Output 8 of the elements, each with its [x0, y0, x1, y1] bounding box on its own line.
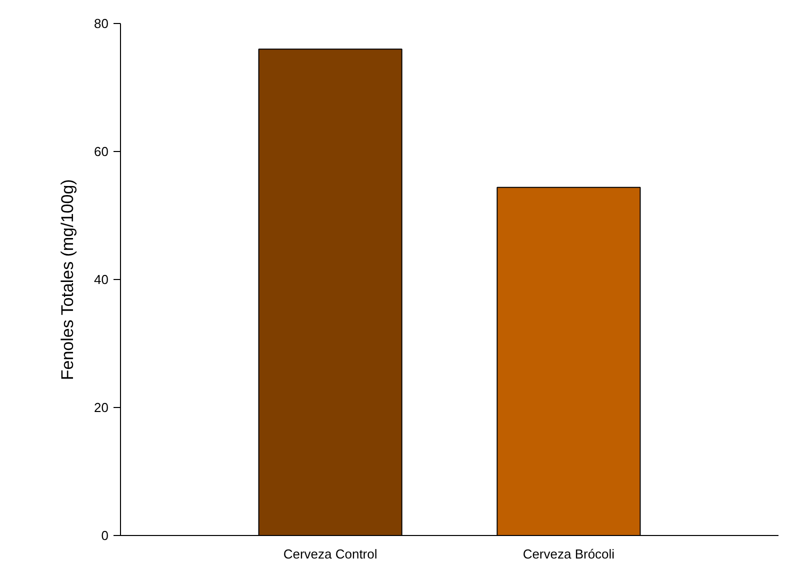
x-tick-label: Cerveza Brócoli [522, 546, 615, 562]
y-tick-label: 60 [94, 144, 109, 159]
y-tick-label: 40 [94, 272, 109, 287]
y-axis-title: Fenoles Totales (mg/100g) [58, 179, 78, 380]
y-tick-label: 80 [94, 16, 109, 31]
x-tick-label: Cerveza Control [283, 546, 378, 562]
y-tick-label: 20 [94, 400, 109, 415]
y-tick-label: 0 [101, 528, 109, 543]
